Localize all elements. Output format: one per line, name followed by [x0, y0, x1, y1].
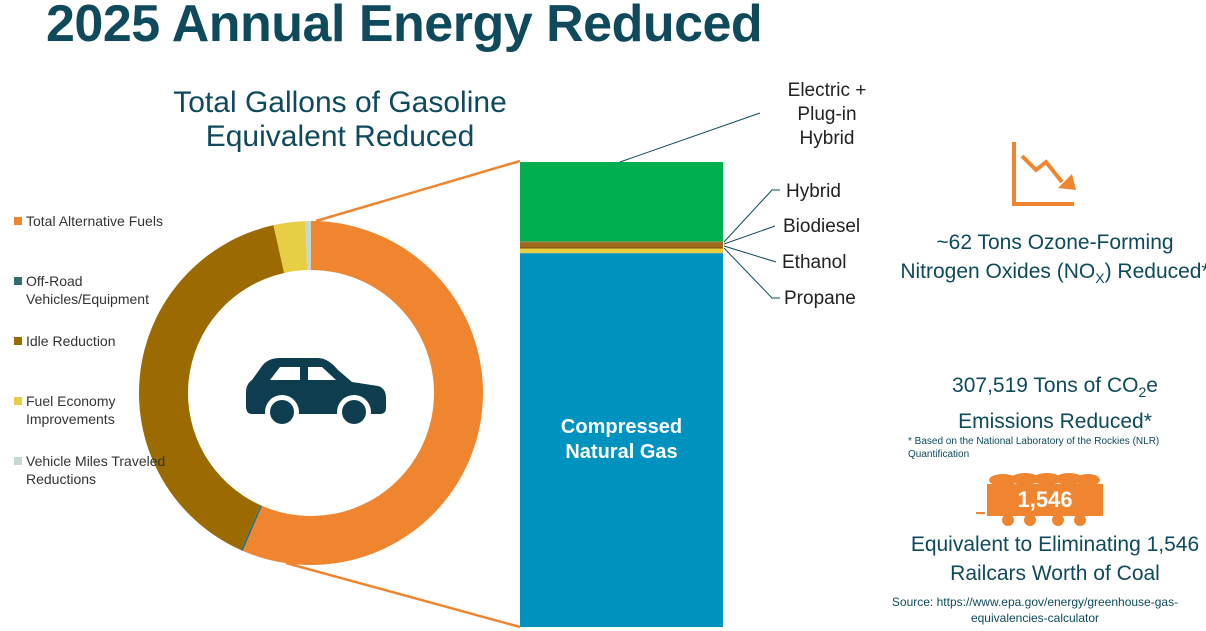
bar-segment-compressed-natural-gas [520, 253, 723, 627]
footnote: * Based on the National Laboratory of th… [908, 436, 1160, 460]
donut-slice-vehicle-miles-traveled-reductions [305, 221, 311, 271]
stacked-bar [520, 162, 723, 627]
connector-line-bottom [285, 561, 521, 629]
leader-lines [619, 112, 780, 299]
legend-label: Vehicle Miles Traveled Reductions [26, 453, 166, 487]
label-electric-plug-in-hybrid: Electric + Plug-in Hybrid [787, 80, 867, 149]
co2-stat-suffix: e Emissions Reduced* [958, 374, 1158, 434]
donut-slice-fuel-economy-improvements [273, 221, 308, 273]
legend-swatch [14, 397, 22, 405]
donut-slice-off-road-vehicles-equipment [240, 505, 263, 551]
legend-item: Vehicle Miles Traveled Reductions [14, 452, 176, 488]
label-ethanol: Ethanol [782, 252, 847, 273]
railcars-stat: Equivalent to Eliminating 1,546 Railcars… [910, 533, 1200, 585]
legend-item: Total Alternative Fuels [14, 212, 176, 230]
downward-trend-icon [1012, 142, 1076, 206]
legend-label: Off-Road Vehicles/Equipment [26, 273, 149, 307]
label-biodiesel: Biodiesel [783, 216, 861, 237]
car-icon [246, 358, 386, 429]
legend-label: Idle Reduction [26, 333, 116, 349]
legend-swatch [14, 277, 22, 285]
donut-slice-total-alternative-fuels [242, 221, 484, 565]
donut-slice-idle-reduction [139, 225, 285, 550]
nox-stat-subscript: X [1095, 270, 1105, 287]
bar-segment-hybrid [520, 241, 723, 243]
legend-item: Idle Reduction [14, 332, 176, 350]
leader-propane [723, 247, 780, 299]
label-compressed-natural-gas: Compressed Natural Gas [560, 416, 683, 463]
legend-label: Fuel Economy Improvements [26, 393, 116, 427]
connector-line-top [315, 159, 521, 223]
leader-electric [619, 112, 761, 163]
leader-ethanol [723, 245, 777, 263]
bar-segment-ethanol [520, 247, 723, 249]
bar-segment-electric-plug-in-hybrid [520, 162, 723, 242]
legend-item: Off-Road Vehicles/Equipment [14, 272, 176, 308]
chart-title: Total Gallons of Gasoline Equivalent Red… [173, 86, 507, 153]
co2-stat-prefix: 307,519 Tons of CO [952, 374, 1139, 397]
bar-segment-biodiesel [520, 242, 723, 248]
legend-item: Fuel Economy Improvements [14, 392, 176, 428]
legend-label: Total Alternative Fuels [26, 213, 163, 229]
coal-railcar-icon [976, 473, 1100, 526]
source-citation: Source: https://www.epa.gov/energy/green… [891, 595, 1179, 625]
legend-swatch [14, 457, 22, 465]
label-hybrid: Hybrid [786, 181, 841, 202]
co2-stat: 307,519 Tons of CO2e Emissions Reduced* [925, 371, 1185, 436]
page-title: 2025 Annual Energy Reduced [46, 0, 763, 53]
bar-segment-propane [520, 248, 723, 254]
leader-hybrid [723, 189, 780, 243]
co2-stat-subscript: 2 [1138, 384, 1147, 401]
leader-biodiesel [723, 225, 776, 245]
nox-stat-suffix: ) Reduced* [1104, 260, 1206, 283]
donut-chart [139, 221, 484, 565]
legend-swatch [14, 217, 22, 225]
label-propane: Propane [784, 288, 856, 309]
nox-stat: ~62 Tons Ozone-Forming Nitrogen Oxides (… [900, 228, 1206, 293]
legend-swatch [14, 337, 22, 345]
railcars-value-badge: 1,546 [987, 484, 1103, 516]
nox-stat-prefix: ~62 Tons Ozone-Forming Nitrogen Oxides (… [900, 231, 1174, 283]
